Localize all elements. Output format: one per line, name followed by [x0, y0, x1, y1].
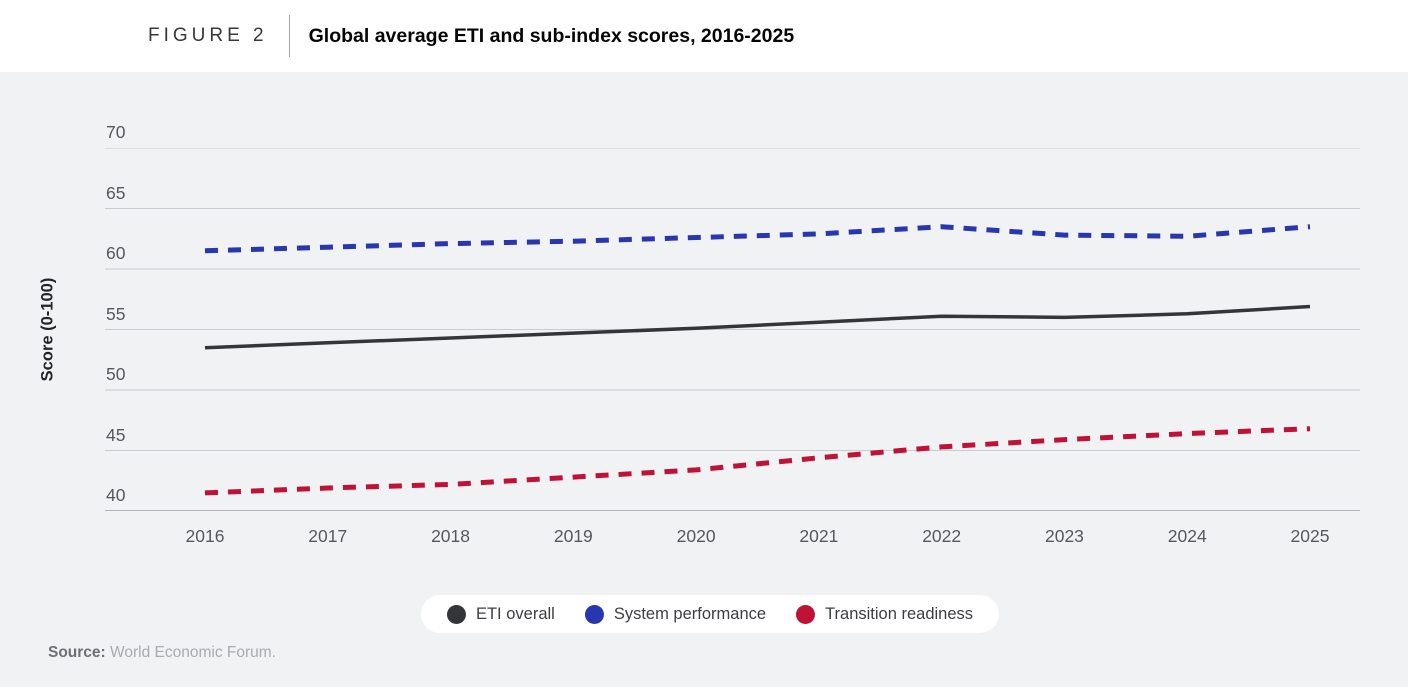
x-axis-tick-label: 2024 — [1167, 526, 1207, 546]
figure-title: Global average ETI and sub-index scores,… — [308, 24, 795, 47]
x-axis-tick-label: 2019 — [553, 526, 593, 546]
legend-swatch-icon — [584, 604, 604, 624]
legend-swatch-icon — [446, 604, 466, 624]
y-axis-tick-label: 65 — [106, 182, 126, 203]
legend-swatch-icon — [796, 604, 816, 624]
y-axis-tick-label: 70 — [106, 122, 126, 142]
y-axis-tick-label: 40 — [106, 485, 126, 505]
legend-label: ETI overall — [475, 604, 555, 623]
legend-item-eti-overall: ETI overall — [446, 604, 555, 624]
source-text: World Economic Forum. — [110, 644, 276, 661]
legend-item-system-performance: System performance — [584, 604, 767, 624]
series-line-transition-readiness — [204, 426, 1311, 496]
x-axis-tick-label: 2020 — [676, 526, 716, 546]
y-axis-tick-label: 55 — [106, 303, 126, 324]
source-note: Source: World Economic Forum. — [48, 644, 276, 662]
series-line-system-performance — [204, 224, 1311, 254]
figure-header: FIGURE 2 Global average ETI and sub-inde… — [0, 0, 1408, 72]
y-axis-tick-label: 50 — [106, 364, 126, 384]
x-axis-tick-label: 2018 — [431, 526, 471, 546]
chart-panel: Score (0-100) 70 65 60 55 50 45 40 2016 2017 201… — [0, 72, 1408, 687]
source-label: Source: — [48, 644, 106, 661]
series-line-eti-overall — [204, 304, 1311, 350]
x-axis-tick-label: 2025 — [1290, 526, 1330, 546]
legend-label: System performance — [613, 604, 767, 623]
header-divider — [288, 15, 290, 57]
legend-item-transition-readiness: Transition readiness — [796, 604, 974, 624]
y-axis-title: Score (0-100) — [38, 277, 57, 382]
figure-number-label: FIGURE 2 — [148, 25, 268, 46]
y-axis-tick-label: 45 — [106, 424, 126, 445]
x-axis-tick-label: 2022 — [922, 526, 962, 546]
x-axis-tick-label: 2017 — [308, 526, 348, 546]
x-axis-tick-label: 2023 — [1044, 526, 1084, 546]
x-axis-tick-label: 2021 — [799, 526, 839, 546]
line-chart — [105, 148, 1360, 511]
x-axis-tick-label: 2016 — [185, 526, 225, 546]
y-axis-tick-label: 60 — [106, 243, 126, 263]
legend-label: Transition readiness — [825, 604, 974, 623]
chart-legend: ETI overall System performance Transition … — [420, 595, 1000, 633]
